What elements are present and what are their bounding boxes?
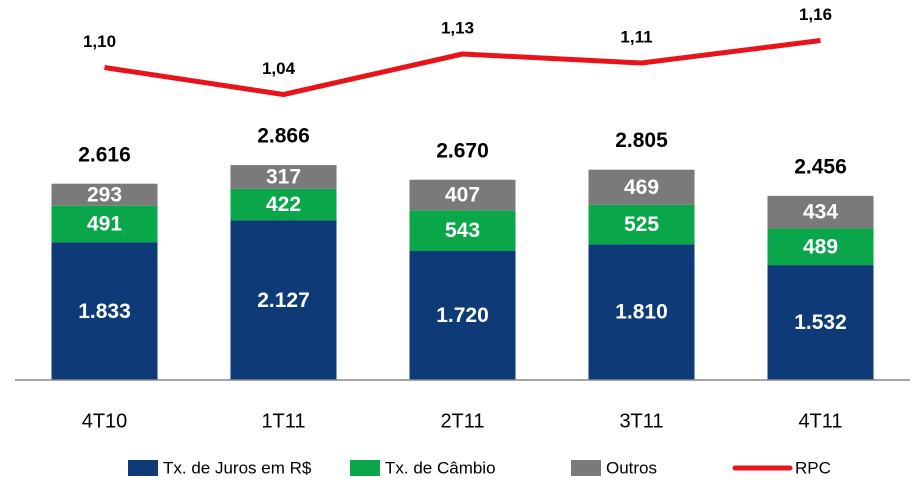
- bar-segment: [409, 251, 516, 380]
- bar-segment: [588, 244, 695, 380]
- legend-swatch: [128, 460, 158, 476]
- segment-label: 1.720: [436, 304, 489, 327]
- total-label: 2.805: [615, 129, 668, 152]
- x-tick-label: 1T11: [261, 410, 305, 432]
- bar-segment: [51, 242, 158, 380]
- segment-label: 317: [266, 165, 301, 188]
- x-tick-label: 2T11: [440, 410, 484, 432]
- rpc-label: 1,04: [262, 59, 296, 78]
- rpc-label: 1,11: [620, 27, 652, 46]
- x-tick-label: 4T11: [798, 410, 842, 432]
- bar-segment: [230, 165, 337, 189]
- bar-segment: [409, 179, 516, 211]
- segment-label: 1.532: [794, 311, 847, 334]
- segment-label: 525: [624, 213, 659, 236]
- bar-segment: [409, 210, 516, 251]
- rpc-label: 1,13: [441, 18, 474, 37]
- legend-swatch: [350, 460, 380, 476]
- segment-label: 1.833: [78, 300, 131, 323]
- legend-label: Tx. de Câmbio: [385, 458, 496, 477]
- legend-label: Outros: [606, 458, 657, 477]
- total-label: 2.616: [78, 143, 131, 166]
- bar-segment: [230, 220, 337, 380]
- segment-label: 2.127: [257, 289, 310, 312]
- rpc-line: [104, 38, 821, 97]
- segment-label: 407: [445, 184, 480, 207]
- bar-segment: [51, 183, 158, 206]
- rpc-label: 1,16: [799, 5, 832, 24]
- segment-label: 422: [266, 193, 301, 216]
- legend-label: RPC: [795, 458, 831, 477]
- bar-segment: [767, 195, 874, 229]
- segment-label: 491: [87, 213, 122, 236]
- total-label: 2.456: [794, 155, 847, 178]
- bar-segment: [767, 265, 874, 380]
- segment-label: 489: [803, 235, 838, 258]
- bar-segment: [767, 228, 874, 266]
- bar-segment: [51, 205, 158, 243]
- x-tick-label: 4T10: [82, 410, 128, 432]
- total-label: 2.866: [257, 125, 310, 148]
- segment-label: 469: [624, 176, 659, 199]
- bar-segment: [588, 169, 695, 205]
- total-label: 2.670: [436, 139, 489, 162]
- rpc-label: 1,10: [83, 32, 116, 51]
- segment-label: 1.810: [615, 301, 668, 324]
- segment-label: 293: [87, 183, 122, 206]
- x-tick-label: 3T11: [619, 410, 663, 432]
- bar-segment: [230, 188, 337, 221]
- legend-label: Tx. de Juros em R$: [163, 458, 312, 477]
- segment-label: 543: [445, 219, 480, 242]
- bar-segment: [588, 204, 695, 245]
- legend-swatch: [571, 460, 601, 476]
- segment-label: 434: [803, 201, 838, 224]
